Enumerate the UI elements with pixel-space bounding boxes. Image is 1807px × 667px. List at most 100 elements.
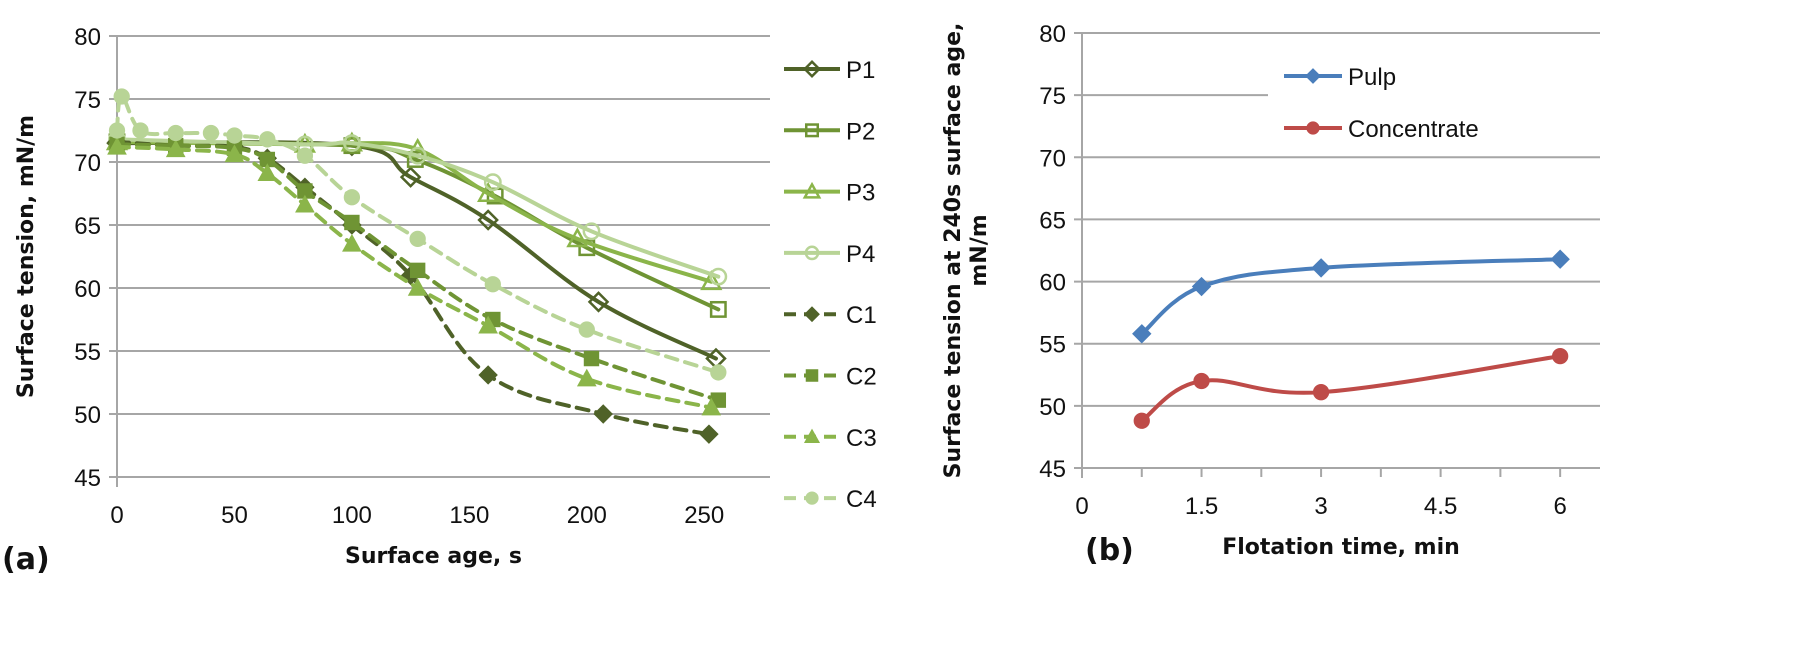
series-c4 (108, 88, 727, 381)
legend-marker (804, 306, 820, 323)
y-tick-label: 60 (1039, 270, 1066, 297)
legend-label: C3 (846, 425, 877, 452)
data-point (167, 124, 184, 142)
y-tick-label: 65 (74, 213, 101, 240)
data-point (709, 300, 727, 318)
data-point (342, 233, 362, 252)
data-point (593, 404, 613, 424)
y-tick-label: 60 (74, 276, 101, 303)
legend-marker (804, 123, 820, 138)
data-point (409, 262, 426, 279)
data-point (699, 424, 719, 444)
series-c3 (107, 136, 722, 416)
x-axis-label: Flotation time, min (1222, 535, 1460, 560)
data-point (399, 166, 422, 188)
data-point (407, 277, 428, 296)
legend-label: Pulp (1348, 64, 1396, 91)
data-point (566, 227, 589, 248)
series-concentrate (1133, 347, 1569, 429)
data-point (1191, 276, 1212, 297)
legend-marker (803, 428, 821, 444)
data-point (576, 368, 597, 387)
y-tick-label: 75 (74, 87, 101, 114)
y-tick-label: 55 (74, 339, 101, 366)
data-point (1552, 347, 1569, 365)
series-line (115, 137, 721, 279)
data-point (1311, 258, 1331, 278)
data-point (343, 189, 361, 206)
legend-marker (803, 60, 821, 78)
legend-marker (1306, 121, 1320, 135)
y-tick-label: 50 (1039, 394, 1066, 421)
legend-item: P3 (784, 180, 875, 207)
x-tick-label: 0 (1075, 493, 1088, 520)
legend-label: P3 (846, 180, 875, 207)
series-pulp (1132, 249, 1570, 344)
series-p1 (106, 132, 727, 370)
x-tick-label: 6 (1553, 493, 1566, 520)
data-point (478, 315, 498, 334)
legend-item: P1 (784, 57, 875, 84)
legend-item: Concentrate (1284, 116, 1479, 143)
y-tick-label: 70 (74, 150, 101, 177)
y-tick-label: 80 (74, 24, 101, 51)
data-point (113, 88, 130, 105)
data-point (483, 173, 502, 192)
series-line (1139, 354, 1563, 423)
data-point (259, 131, 276, 148)
legend-marker (1305, 68, 1321, 84)
data-point (107, 136, 127, 155)
panel-label: (a) (2, 542, 50, 577)
data-point (582, 222, 601, 241)
x-tick-label: 1.5 (1185, 493, 1218, 520)
x-tick-label: 200 (567, 502, 607, 529)
chart-a: 45 50 55 60 65 70 75 80 0 50 100 150 200 250 Surface a… (2, 24, 877, 577)
y-tick-label: 70 (1039, 145, 1066, 172)
data-point (1132, 324, 1152, 344)
data-point (484, 276, 501, 293)
series-p4 (108, 130, 728, 286)
legend-marker (802, 181, 822, 199)
data-point (224, 144, 245, 163)
y-tick-label: 55 (1039, 332, 1066, 359)
data-point (295, 194, 315, 213)
data-point (1550, 249, 1570, 269)
data-point (578, 321, 595, 338)
x-tick-label: 250 (684, 502, 724, 529)
legend-marker (804, 245, 820, 261)
data-point (165, 139, 186, 158)
legend-label: C4 (846, 486, 877, 513)
data-point (1193, 372, 1210, 390)
panel-label: (b) (1085, 533, 1134, 568)
chart-b: 45 50 55 60 65 70 75 80 0 1.5 3 4.5 6 Flotation time,… (941, 21, 1600, 568)
y-tick-label: 65 (1039, 207, 1066, 234)
y-tick-label: 75 (1039, 83, 1066, 110)
legend-label: Concentrate (1348, 116, 1479, 143)
data-point (408, 146, 427, 165)
data-point (700, 270, 723, 291)
x-tick-label: 3 (1314, 493, 1327, 520)
data-point (709, 267, 728, 286)
data-point (257, 163, 278, 182)
legend-marker (805, 369, 819, 382)
data-point (296, 147, 314, 164)
data-point (226, 127, 243, 144)
y-tick-label: 80 (1039, 21, 1066, 48)
series-line (115, 94, 721, 375)
data-point (1312, 384, 1330, 401)
data-point (477, 209, 499, 231)
data-point (587, 291, 610, 313)
legend-label: C1 (846, 302, 877, 329)
legend-item: C1 (784, 302, 877, 329)
data-point (1133, 412, 1150, 429)
series-line (1139, 257, 1563, 336)
y-tick-label: 50 (74, 402, 101, 429)
data-point (409, 230, 426, 248)
data-point (477, 181, 500, 202)
data-point (406, 151, 424, 168)
legend-label: P2 (846, 118, 875, 145)
x-tick-label: 50 (221, 502, 248, 529)
legend-label: C2 (846, 364, 877, 391)
x-tick-label: 100 (332, 502, 372, 529)
data-point (108, 122, 126, 139)
